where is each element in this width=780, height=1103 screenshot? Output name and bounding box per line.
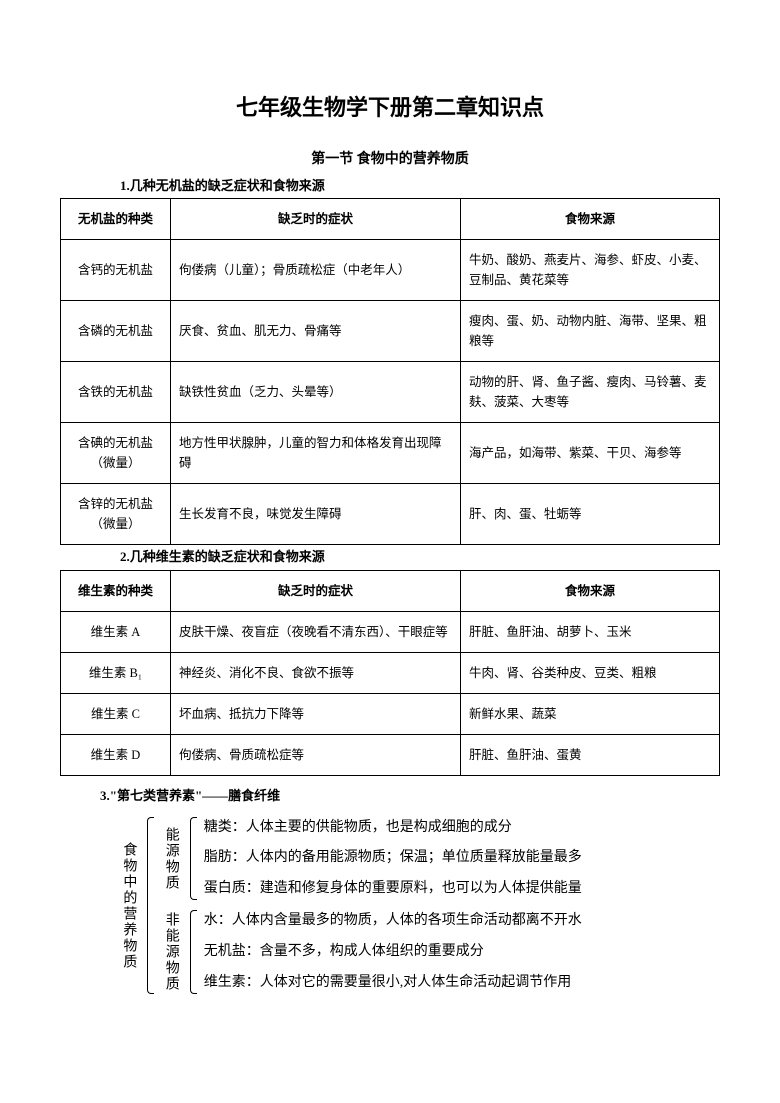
hierarchy-root-label: 食物中的营养物质 [115,815,141,996]
bracket-icon [186,910,198,994]
item-desc: 含量不多，构成人体组织的重要成分 [260,944,484,959]
vitamins-table: 维生素的种类 缺乏时的症状 食物来源 维生素 A皮肤干燥、夜盲症（夜晚看不清东西… [60,570,720,776]
table-row: 含碘的无机盐（微量）地方性甲状腺肿，儿童的智力和体格发育出现障碍海产品，如海带、… [61,423,720,484]
cell-food: 肝脏、鱼肝油、蛋黄 [461,735,720,776]
item-name: 糖类： [204,820,246,835]
th-food: 食物来源 [461,571,720,612]
bracket-icon [143,817,155,994]
cell-symptom: 地方性甲状腺肿，儿童的智力和体格发育出现障碍 [171,423,461,484]
cell-symptom: 厌食、贫血、肌无力、骨痛等 [171,301,461,362]
item-name: 维生素： [204,975,260,990]
cell-type: 含锌的无机盐（微量） [61,484,171,545]
bracket-icon [186,817,198,900]
cell-food: 海产品，如海带、紫菜、干贝、海参等 [461,423,720,484]
cell-type: 维生素 C [61,694,171,735]
item-desc: 人体主要的供能物质，也是构成细胞的成分 [246,820,512,835]
cell-food: 新鲜水果、蔬菜 [461,694,720,735]
hierarchy-item: 水：人体内含量最多的物质，人体的各项生命活动都离不开水 [204,910,582,932]
group-items: 糖类：人体主要的供能物质，也是构成细胞的成分脂肪：人体内的备用能源物质；保温；单… [200,815,582,902]
item-name: 水： [204,913,232,928]
cell-food: 肝、肉、蛋、牡蛎等 [461,484,720,545]
table-header-row: 无机盐的种类 缺乏时的症状 食物来源 [61,199,720,240]
cell-symptom: 坏血病、抵抗力下降等 [171,694,461,735]
hierarchy-item: 维生素：人体对它的需要量很小,对人体生命活动起调节作用 [204,972,582,994]
th-type: 维生素的种类 [61,571,171,612]
group-label: 能源物质 [157,815,183,902]
cell-type: 维生素 A [61,612,171,653]
item-desc: 建造和修复身体的重要原料，也可以为人体提供能量 [260,881,582,896]
cell-type: 含铁的无机盐 [61,362,171,423]
cell-food: 瘦肉、蛋、奶、动物内脏、海带、坚果、粗粮等 [461,301,720,362]
item-desc: 人体内含量最多的物质，人体的各项生命活动都离不开水 [232,913,582,928]
hierarchy-item: 糖类：人体主要的供能物质，也是构成细胞的成分 [204,817,582,839]
cell-symptom: 缺铁性贫血（乏力、头晕等） [171,362,461,423]
item-name: 蛋白质： [204,881,260,896]
nutrient-hierarchy: 食物中的营养物质 能源物质糖类：人体主要的供能物质，也是构成细胞的成分脂肪：人体… [115,815,720,996]
item-name: 无机盐： [204,944,260,959]
cell-symptom: 皮肤干燥、夜盲症（夜晚看不清东西）、干眼症等 [171,612,461,653]
table-row: 维生素 A皮肤干燥、夜盲症（夜晚看不清东西）、干眼症等肝脏、鱼肝油、胡萝卜、玉米 [61,612,720,653]
table-row: 含铁的无机盐缺铁性贫血（乏力、头晕等）动物的肝、肾、鱼子酱、瘦肉、马铃薯、麦麸、… [61,362,720,423]
hierarchy-group: 非能源物质水：人体内含量最多的物质，人体的各项生命活动都离不开水无机盐：含量不多… [157,908,581,996]
cell-type: 含碘的无机盐（微量） [61,423,171,484]
table-row: 维生素 B₁神经炎、消化不良、食欲不振等牛肉、肾、谷类种皮、豆类、粗粮 [61,653,720,694]
group-label: 非能源物质 [157,908,183,996]
hierarchy-item: 无机盐：含量不多，构成人体组织的重要成分 [204,941,582,963]
table-row: 维生素 C坏血病、抵抗力下降等新鲜水果、蔬菜 [61,694,720,735]
cell-food: 牛肉、肾、谷类种皮、豆类、粗粮 [461,653,720,694]
th-symptom: 缺乏时的症状 [171,571,461,612]
cell-food: 动物的肝、肾、鱼子酱、瘦肉、马铃薯、麦麸、菠菜、大枣等 [461,362,720,423]
table-row: 含锌的无机盐（微量）生长发育不良，味觉发生障碍肝、肉、蛋、牡蛎等 [61,484,720,545]
item-desc: 人体对它的需要量很小,对人体生命活动起调节作用 [260,975,572,990]
section-title: 第一节 食物中的营养物质 [60,149,720,171]
hierarchy-group: 能源物质糖类：人体主要的供能物质，也是构成细胞的成分脂肪：人体内的备用能源物质；… [157,815,581,902]
subheading-3: 3."第七类营养素"——膳食纤维 [100,786,720,807]
hierarchy-item: 脂肪：人体内的备用能源物质；保温；单位质量释放能量最多 [204,847,582,869]
minerals-table: 无机盐的种类 缺乏时的症状 食物来源 含钙的无机盐佝偻病（儿童）；骨质疏松症（中… [60,198,720,545]
cell-food: 肝脏、鱼肝油、胡萝卜、玉米 [461,612,720,653]
table-header-row: 维生素的种类 缺乏时的症状 食物来源 [61,571,720,612]
th-type: 无机盐的种类 [61,199,171,240]
page-title: 七年级生物学下册第二章知识点 [60,90,720,125]
th-food: 食物来源 [461,199,720,240]
cell-food: 牛奶、酸奶、燕麦片、海参、虾皮、小麦、豆制品、黄花菜等 [461,240,720,301]
cell-symptom: 佝偻病（儿童）；骨质疏松症（中老年人） [171,240,461,301]
group-items: 水：人体内含量最多的物质，人体的各项生命活动都离不开水无机盐：含量不多，构成人体… [200,908,582,996]
cell-type: 维生素 B₁ [61,653,171,694]
cell-symptom: 神经炎、消化不良、食欲不振等 [171,653,461,694]
cell-type: 维生素 D [61,735,171,776]
cell-type: 含磷的无机盐 [61,301,171,362]
th-symptom: 缺乏时的症状 [171,199,461,240]
table-row: 含钙的无机盐佝偻病（儿童）；骨质疏松症（中老年人）牛奶、酸奶、燕麦片、海参、虾皮… [61,240,720,301]
hierarchy-item: 蛋白质：建造和修复身体的重要原料，也可以为人体提供能量 [204,878,582,900]
table-row: 含磷的无机盐厌食、贫血、肌无力、骨痛等瘦肉、蛋、奶、动物内脏、海带、坚果、粗粮等 [61,301,720,362]
cell-symptom: 佝偻病、骨质疏松症等 [171,735,461,776]
item-name: 脂肪： [204,850,246,865]
table-row: 维生素 D佝偻病、骨质疏松症等肝脏、鱼肝油、蛋黄 [61,735,720,776]
cell-symptom: 生长发育不良，味觉发生障碍 [171,484,461,545]
subheading-1: 1.几种无机盐的缺乏症状和食物来源 [120,176,720,197]
item-desc: 人体内的备用能源物质；保温；单位质量释放能量最多 [246,850,582,865]
subheading-2: 2.几种维生素的缺乏症状和食物来源 [120,547,720,568]
cell-type: 含钙的无机盐 [61,240,171,301]
